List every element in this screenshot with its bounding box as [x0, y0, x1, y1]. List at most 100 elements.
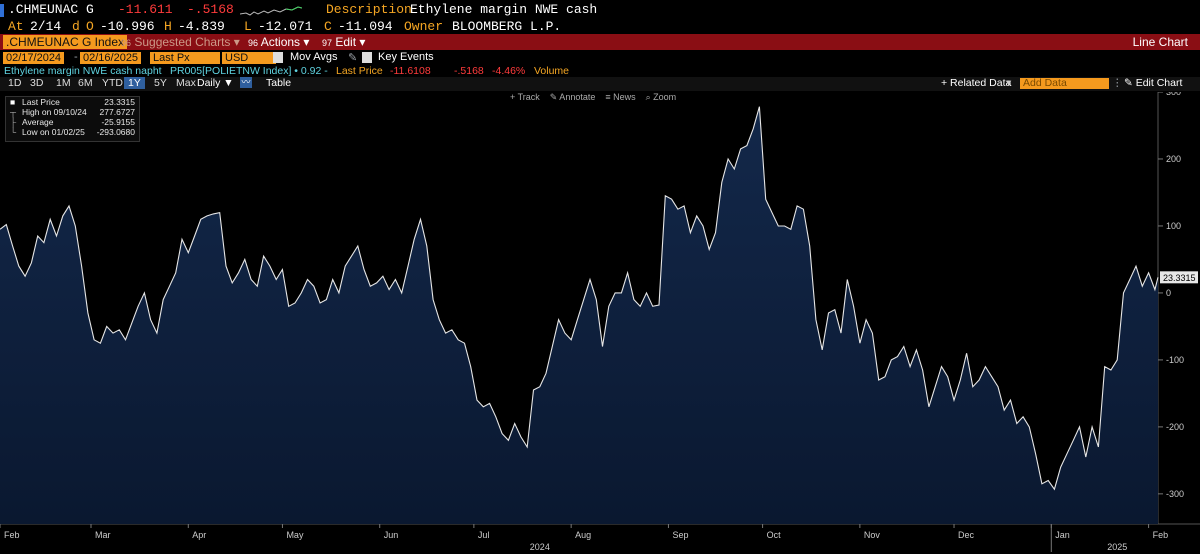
related-data-menu[interactable]: + Related Data — [941, 77, 1012, 89]
legend-label: High on 09/10/24 — [22, 107, 87, 117]
last-value-tag — [1160, 271, 1198, 284]
period-tab-1y[interactable]: 1Y — [124, 77, 145, 89]
sparkline-icon — [240, 6, 302, 16]
tool-annotate[interactable]: ✎ Annotate — [549, 92, 596, 102]
edit-chart-button[interactable]: ✎ Edit Chart — [1124, 77, 1183, 89]
edit-num: 97 — [322, 38, 333, 48]
owner-label: Owner — [404, 19, 444, 34]
y-tick-label: -300 — [1166, 489, 1184, 499]
period-tab-max[interactable]: Max — [176, 77, 196, 89]
legend-marker: ┬ — [10, 107, 17, 117]
legend-entry: ├ Average -25.9155 — [6, 117, 139, 127]
mov-avgs-label[interactable]: Mov Avgs — [290, 51, 338, 63]
chart-type-title: Line Chart — [1132, 35, 1188, 49]
last-value-label: 23.3315 — [1163, 273, 1196, 283]
y-axis-panel — [1158, 92, 1200, 554]
line-chart-icon[interactable]: 〰 — [240, 77, 252, 88]
x-tick-label: Jul — [478, 530, 490, 540]
y-tick-label: 0 — [1166, 288, 1171, 298]
range-separator: - — [74, 51, 78, 63]
chevron-down-icon: ▾ — [359, 35, 366, 49]
ticker[interactable]: .CHMEUNAC G — [8, 2, 94, 17]
key-events-label[interactable]: Key Events — [378, 51, 434, 63]
y-tick-label: 200 — [1166, 154, 1181, 164]
edit-menu[interactable]: 97 Edit ▾ — [322, 35, 365, 50]
period-tab-ytd[interactable]: YTD — [102, 77, 123, 89]
close-label: C — [324, 19, 332, 34]
owner-value: BLOOMBERG L.P. — [452, 19, 562, 34]
period-tab-5y[interactable]: 5Y — [154, 77, 167, 89]
description-value: Ethylene margin NWE cash — [410, 2, 598, 17]
at-label: At — [8, 19, 24, 34]
y-tick-label: -200 — [1166, 422, 1184, 432]
high-value: -4.839 — [178, 19, 225, 34]
x-tick-label: May — [286, 530, 304, 540]
last-pct-change: -4.46% — [492, 65, 526, 77]
period-tab-3d[interactable]: 3D — [30, 77, 44, 89]
tool-news[interactable]: ≡ News — [605, 92, 636, 102]
chevron-down-icon: ▾ — [1006, 77, 1012, 89]
y-tick-label: -100 — [1166, 355, 1184, 365]
tool-zoom[interactable]: ⌕ Zoom — [645, 92, 677, 102]
edit-label: Edit — [335, 35, 357, 49]
quote-header: .CHMEUNAC G -11.611 -.5168 Description E… — [0, 2, 1200, 19]
end-date-field[interactable]: 02/16/2025 — [80, 52, 142, 64]
volume-label: Volume — [534, 65, 570, 77]
security-field[interactable]: .CHMEUNAC G Index — [3, 35, 128, 49]
legend-entry: ■ Last Price 23.3315 — [6, 97, 139, 107]
x-tick-label: Jun — [384, 530, 399, 540]
start-date-field[interactable]: 02/17/2024 — [3, 52, 65, 64]
x-tick-label: Jan — [1055, 530, 1070, 540]
line-chart[interactable]: 300 200 100 0 -100 -200 -300 23.3315 Feb Mar Apr Ma… — [0, 92, 1200, 554]
open-value: -10.996 — [100, 19, 155, 34]
legend-value: -25.9155 — [101, 117, 135, 127]
close-value: -11.094 — [338, 19, 393, 34]
range-controls: 02/17/2024 - 02/16/2025 Last Px USD Mov … — [0, 51, 1200, 65]
last-price-value: -11.6108 — [390, 65, 431, 77]
period-bar: 1D 3D 1M 6M YTD 1Y 5Y Max Daily ▼ 〰 Table + Rel… — [0, 77, 1200, 91]
table-button[interactable]: Table — [266, 77, 292, 89]
period-tab-1d[interactable]: 1D — [8, 77, 22, 89]
x-tick-label: Nov — [864, 530, 881, 540]
at-value: 2/14 — [30, 19, 62, 34]
chart-tools: + Track ✎ Annotate ≡ News ⌕ Zoom — [510, 92, 686, 103]
x-tick-label: Feb — [4, 530, 20, 540]
series-legend-line: Ethylene margin NWE cash napht PR005[POL… — [0, 65, 1200, 78]
series-line — [0, 106, 1159, 491]
currency-select[interactable]: USD — [222, 52, 276, 64]
period-tab-1m[interactable]: 1M — [56, 77, 71, 89]
open-label: O — [86, 19, 94, 34]
settings-icon[interactable]: ⋮ — [1112, 77, 1123, 89]
suggested-charts-menu[interactable]: 96 Suggested Charts ▾ — [121, 35, 240, 50]
add-data-input[interactable]: Add Data — [1020, 78, 1109, 89]
year-label: 2025 — [1107, 542, 1127, 552]
pencil-icon[interactable]: ✎ — [348, 52, 358, 64]
field-select[interactable]: Last Px — [150, 52, 220, 64]
low-label: L — [244, 19, 252, 34]
suggested-label: Suggested Charts — [134, 35, 231, 49]
x-tick-label: Apr — [192, 530, 206, 540]
key-events-checkbox[interactable] — [362, 52, 372, 63]
series-ref: PR005[POLIETNW Index] • 0.92 - — [170, 65, 328, 77]
chart-legend-box: ■ Last Price 23.3315 ┬ High on 09/10/24 277.6… — [5, 96, 140, 142]
period-tab-6m[interactable]: 6M — [78, 77, 93, 89]
ticker-marker — [0, 4, 4, 17]
tool-track[interactable]: + Track — [510, 92, 540, 102]
function-toolbar: .CHMEUNAC G Index 96 Suggested Charts ▾ … — [0, 34, 1200, 50]
low-value: -12.071 — [258, 19, 313, 34]
quote-subheader: At 2/14 d O -10.996 H -4.839 L -12.071 C… — [0, 19, 1200, 35]
legend-label: Average — [22, 117, 54, 127]
actions-menu[interactable]: 96 Actions ▾ — [248, 35, 309, 50]
x-tick-label: Aug — [575, 530, 591, 540]
last-price: -11.611 — [118, 2, 173, 17]
edit-chart-label: Edit Chart — [1135, 77, 1183, 89]
x-tick-label: Dec — [958, 530, 975, 540]
actions-num: 96 — [248, 38, 259, 48]
frequency-label: Daily — [197, 77, 221, 89]
legend-entry: └ Low on 01/02/25 -293.0680 — [6, 127, 139, 137]
x-tick-label: Sep — [672, 530, 688, 540]
last-price-label: Last Price — [336, 65, 383, 77]
mov-avgs-checkbox[interactable] — [273, 52, 283, 63]
frequency-select[interactable]: Daily ▼ — [197, 77, 234, 89]
year-label: 2024 — [530, 542, 550, 552]
